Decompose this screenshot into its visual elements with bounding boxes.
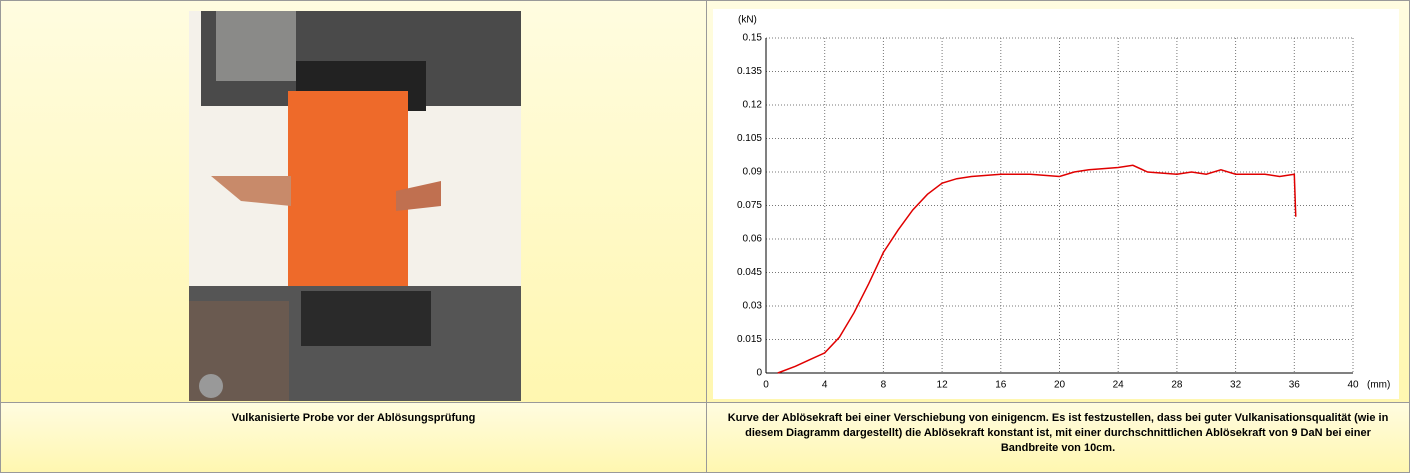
y-tick-label: 0.09 bbox=[743, 167, 763, 178]
data-line bbox=[777, 164, 1297, 374]
x-tick-label: 20 bbox=[1054, 380, 1066, 391]
y-tick-label: 0.06 bbox=[743, 234, 763, 245]
y-tick-label: 0.15 bbox=[743, 33, 763, 44]
y-tick-label: 0.045 bbox=[737, 267, 762, 278]
x-tick-label: 16 bbox=[995, 380, 1007, 391]
y-tick-label: 0.135 bbox=[737, 66, 762, 77]
x-tick-label: 0 bbox=[763, 380, 769, 391]
y-tick-label: 0.075 bbox=[737, 200, 762, 211]
caption: Kurve der Ablösekraft bei einer Verschie… bbox=[706, 402, 1410, 473]
x-tick-label: 12 bbox=[937, 380, 949, 391]
chart-cell: 0 0.015 0.03 0.045 0.06 0.075 0.09 0.105 0.12 0.1… bbox=[706, 0, 1410, 403]
x-tick-label: 28 bbox=[1171, 380, 1183, 391]
y-tick-label: 0.12 bbox=[743, 100, 763, 111]
x-axis-label: (mm) bbox=[1367, 380, 1390, 391]
y-axis-label: (kN) bbox=[738, 15, 757, 26]
y-tick-label: 0.105 bbox=[737, 133, 762, 144]
x-tick-label: 32 bbox=[1230, 380, 1242, 391]
photo bbox=[189, 11, 521, 401]
y-tick-label: 0 bbox=[756, 368, 762, 379]
caption: Vulkanisierte Probe vor der Ablösungsprü… bbox=[0, 402, 707, 473]
x-tick-label: 36 bbox=[1289, 380, 1301, 391]
y-tick-label: 0.03 bbox=[743, 301, 763, 312]
x-tick-label: 24 bbox=[1113, 380, 1125, 391]
chart: 0 0.015 0.03 0.045 0.06 0.075 0.09 0.105 0.12 0.1… bbox=[713, 9, 1399, 399]
y-tick-label: 0.015 bbox=[737, 334, 762, 345]
x-tick-label: 40 bbox=[1347, 380, 1359, 391]
x-tick-label: 4 bbox=[822, 380, 828, 391]
photo-cell bbox=[0, 0, 707, 403]
x-tick-label: 8 bbox=[881, 380, 887, 391]
